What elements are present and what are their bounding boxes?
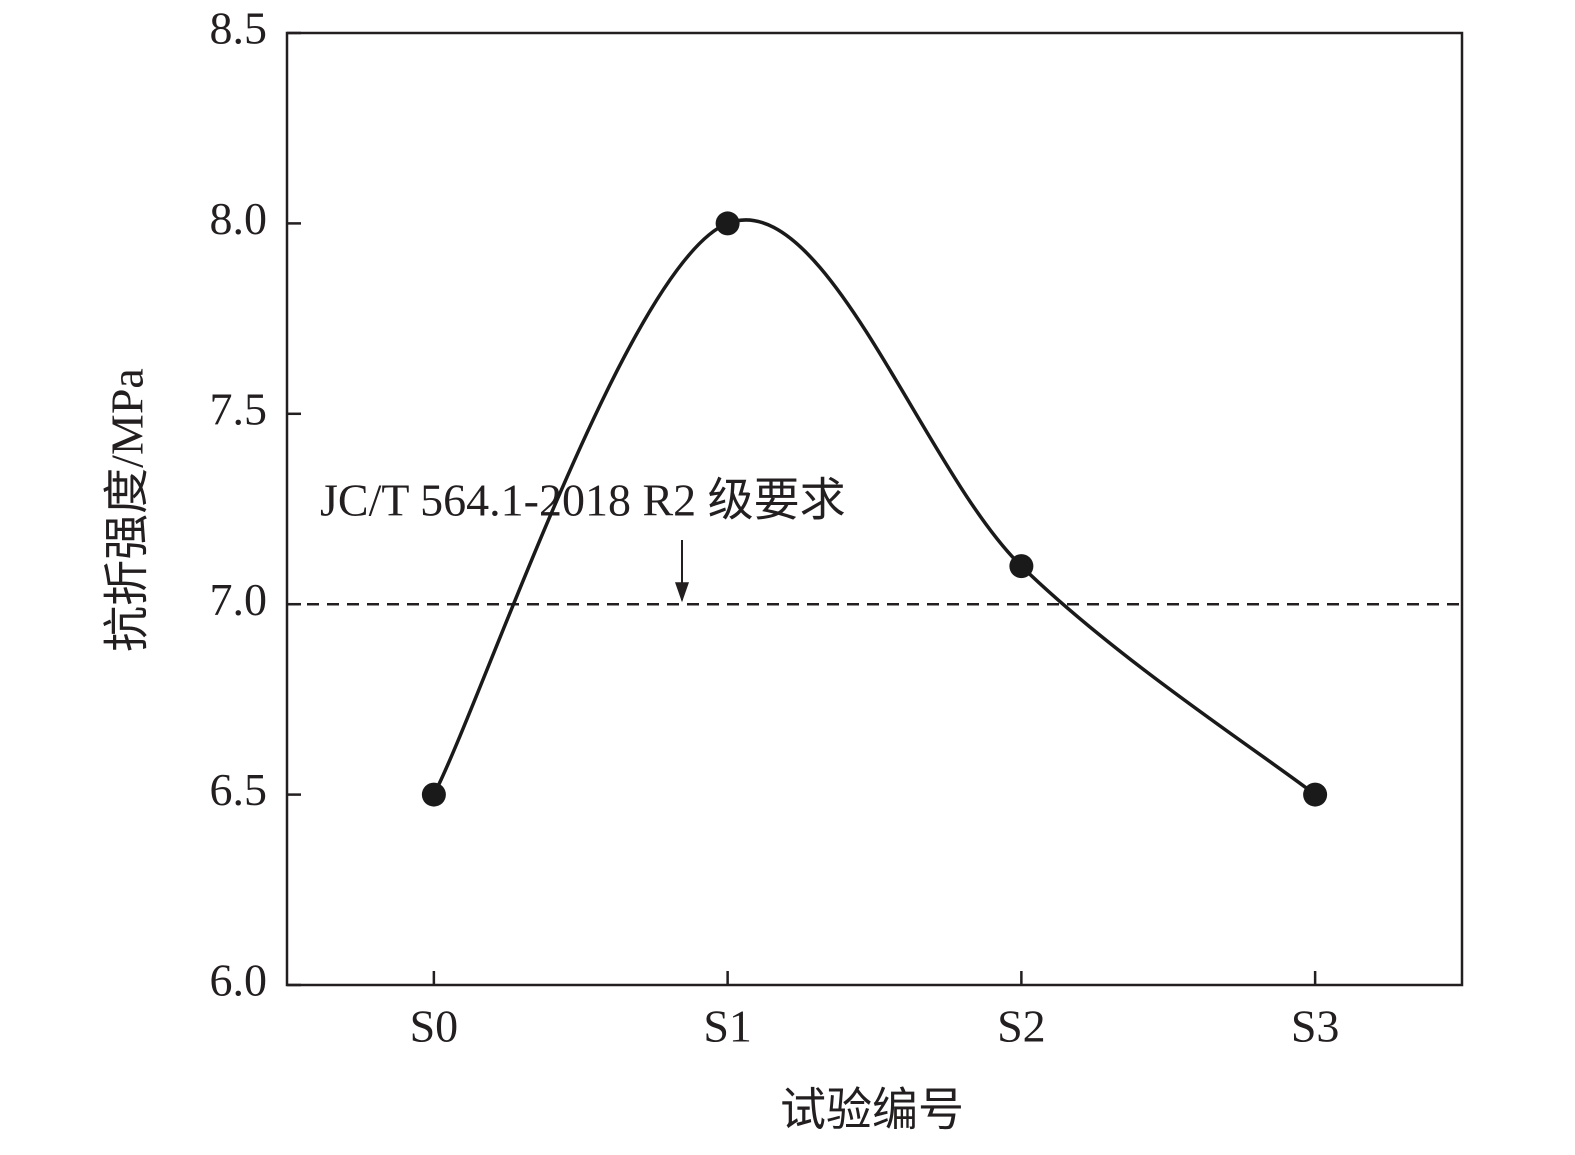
x-tick-label: S2 bbox=[997, 1001, 1046, 1052]
y-tick-label: 8.5 bbox=[210, 3, 268, 54]
y-axis-label: 抗折强度/MPa bbox=[102, 368, 153, 652]
plot-frame bbox=[285, 31, 1464, 987]
data-point bbox=[1303, 782, 1328, 807]
x-axis-label: 试验编号 bbox=[780, 1085, 964, 1136]
y-tick-label: 6.0 bbox=[210, 955, 268, 1006]
data-point bbox=[715, 211, 740, 236]
x-tick-label: S0 bbox=[410, 1001, 459, 1052]
reference-arrowhead bbox=[675, 582, 689, 603]
y-tick-label: 6.5 bbox=[210, 764, 268, 815]
data-point bbox=[1009, 554, 1034, 579]
x-tick-label: S1 bbox=[703, 1001, 752, 1052]
reference-label: JC/T 564.1-2018 R2 级要求 bbox=[320, 475, 846, 526]
x-tick-label: S3 bbox=[1291, 1001, 1340, 1052]
y-tick-label: 7.0 bbox=[210, 574, 268, 625]
y-tick-label: 8.0 bbox=[210, 193, 268, 244]
data-line bbox=[432, 218, 1317, 796]
data-point bbox=[421, 782, 446, 807]
y-tick-label: 7.5 bbox=[210, 383, 268, 434]
